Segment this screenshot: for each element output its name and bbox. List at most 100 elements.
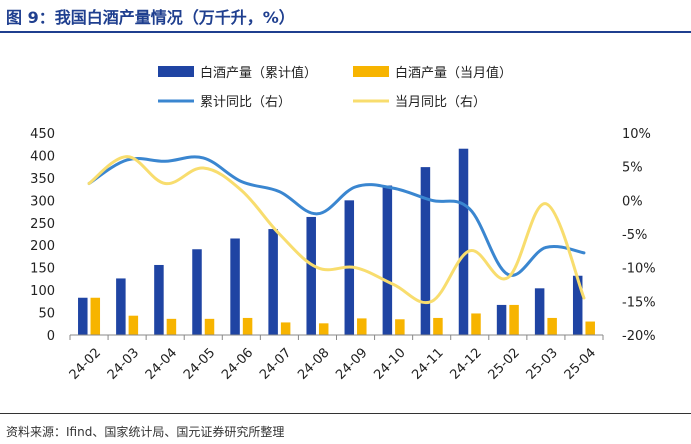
bar-monthly-24-09: [357, 318, 367, 335]
source-note: 资料来源：Ifind、国家统计局、国元证券研究所整理: [6, 425, 285, 439]
right-axis-tick-label: -5%: [622, 228, 647, 243]
line-monthly-yoy-point-24-03: [125, 155, 129, 158]
line-monthly-yoy-point-25-03: [544, 202, 548, 205]
chart-title: 图 9：我国白酒产量情况（万千升，%）: [6, 8, 295, 27]
x-tick-label: 24-03: [105, 345, 142, 382]
bar-cumulative-24-02: [78, 297, 88, 335]
bar-monthly-24-04: [166, 318, 177, 335]
left-axis-tick-label: 0: [47, 329, 55, 344]
bar-monthly-24-11: [433, 317, 443, 335]
line-monthly-yoy-point-24-11: [430, 300, 433, 303]
legend-label-2: 累计同比（右）: [200, 95, 291, 110]
line-cumulative-yoy-point-24-12: [468, 207, 471, 211]
bar-monthly-25-04: [585, 321, 595, 335]
bar-monthly-24-02: [90, 297, 101, 335]
line-monthly-yoy-point-24-04: [163, 182, 167, 185]
bar-cumulative-24-07: [268, 229, 278, 335]
bar-cumulative-24-04: [154, 264, 164, 335]
bar-cumulative-24-06: [230, 238, 240, 335]
left-axis-tick-label: 450: [30, 127, 55, 142]
x-tick-label: 24-04: [143, 345, 180, 382]
bar-cumulative-24-11: [420, 167, 431, 335]
left-axis-tick-label: 50: [38, 307, 55, 322]
line-monthly-yoy-point-24-06: [240, 189, 243, 192]
line-monthly-yoy-point-24-02: [87, 182, 91, 185]
right-axis-tick-label: 0%: [622, 194, 643, 209]
x-tick-label: 24-02: [67, 345, 104, 382]
bar-cumulative-25-04: [572, 275, 583, 335]
right-axis-tick-label: -20%: [622, 329, 656, 344]
line-monthly-yoy-point-24-12: [468, 249, 471, 253]
x-tick-label: 24-10: [371, 345, 408, 382]
line-cumulative-yoy-point-24-08: [316, 212, 319, 215]
line-cumulative-yoy-point-24-04: [163, 160, 167, 163]
x-tick-label: 25-02: [486, 345, 523, 382]
chart-canvas: 白酒产量（累计值） 白酒产量（当月值）累计同比（右） 当月同比（右） 24-02 24…: [30, 65, 655, 383]
chart-legend: 白酒产量（累计值） 白酒产量（当月值） 累计同比（右） 当月同比（右）: [158, 65, 512, 110]
left-axis-tick-label: 350: [30, 172, 55, 187]
legend-swatch-1: [353, 66, 389, 77]
left-axis-tick-label: 150: [30, 262, 55, 277]
left-axis-tick-label: 400: [30, 149, 55, 164]
x-tick-label: 25-04: [562, 345, 599, 382]
bar-cumulative-24-12: [458, 148, 469, 335]
x-tick-label: 24-07: [257, 345, 294, 382]
x-tick-label: 25-03: [524, 345, 561, 382]
line-cumulative-yoy-point-24-10: [392, 187, 395, 190]
bar-cumulative-24-10: [382, 185, 393, 335]
legend-label-0: 白酒产量（累计值）: [200, 65, 317, 81]
bar-monthly-24-10: [395, 319, 405, 335]
bar-monthly-25-02: [509, 304, 519, 335]
bar-monthly-25-03: [547, 317, 557, 335]
title-underline: [0, 31, 691, 33]
right-axis-tick-label: -10%: [622, 262, 656, 277]
bar-monthly-24-05: [204, 318, 215, 335]
bar-cumulative-24-03: [116, 278, 126, 335]
line-cumulative-yoy-point-25-03: [544, 246, 548, 249]
left-axis-tick-label: 250: [30, 217, 55, 232]
line-monthly-yoy-point-24-09: [354, 266, 357, 269]
lines-group: [87, 155, 586, 305]
legend-label-3: 当月同比（右）: [395, 95, 486, 110]
line-monthly-yoy-point-25-04: [582, 296, 586, 300]
line-monthly-yoy-point-24-10: [392, 283, 395, 286]
line-cumulative-yoy: [87, 155, 586, 277]
line-cumulative-yoy-point-24-05: [202, 156, 205, 160]
left-axis-tick-label: 200: [30, 239, 55, 254]
right-axis-tick-label: 5%: [622, 161, 643, 176]
left-axis-tick-label: 300: [30, 194, 55, 209]
bar-cumulative-25-03: [534, 288, 545, 335]
bar-monthly-24-07: [280, 322, 291, 335]
x-tick-label: 24-08: [295, 345, 332, 382]
line-cumulative-yoy-point-24-09: [354, 185, 357, 189]
line-cumulative-yoy-point-24-07: [278, 190, 281, 193]
bar-cumulative-25-02: [496, 304, 507, 335]
footer-rule: [0, 413, 691, 414]
line-cumulative-yoy-point-24-11: [430, 199, 433, 202]
x-tick-label: 24-09: [333, 345, 370, 382]
bar-monthly-24-06: [242, 317, 253, 335]
right-axis-tick-label: -15%: [622, 295, 656, 310]
line-cumulative-yoy-point-24-06: [240, 180, 243, 183]
x-tick-label: 24-12: [447, 345, 484, 382]
bar-monthly-24-12: [471, 313, 481, 335]
line-monthly-yoy-point-24-08: [316, 266, 319, 269]
bar-monthly-24-03: [128, 315, 139, 335]
line-monthly-yoy-point-24-07: [278, 232, 281, 236]
left-axis-tick-label: 100: [30, 284, 55, 299]
right-axis-tick-label: 10%: [622, 127, 651, 142]
line-monthly-yoy-point-25-02: [506, 276, 510, 279]
legend-label-1: 白酒产量（当月值）: [395, 65, 512, 81]
line-cumulative-yoy-point-24-03: [125, 158, 129, 162]
x-tick-label: 24-11: [409, 345, 446, 382]
line-cumulative-yoy-point-25-02: [506, 273, 510, 276]
x-tick-label: 24-05: [181, 345, 218, 382]
bar-monthly-24-08: [318, 323, 329, 335]
line-monthly-yoy-point-24-05: [202, 166, 205, 170]
bar-cumulative-24-08: [306, 216, 316, 335]
axes-group: 24-02 24-03 24-04 24-05 24-06 24-07 24-08 24-09…: [30, 127, 655, 383]
bar-cumulative-24-05: [192, 249, 202, 335]
line-cumulative-yoy-point-25-04: [582, 251, 586, 255]
legend-swatch-0: [158, 66, 194, 77]
x-tick-label: 24-06: [219, 345, 256, 382]
